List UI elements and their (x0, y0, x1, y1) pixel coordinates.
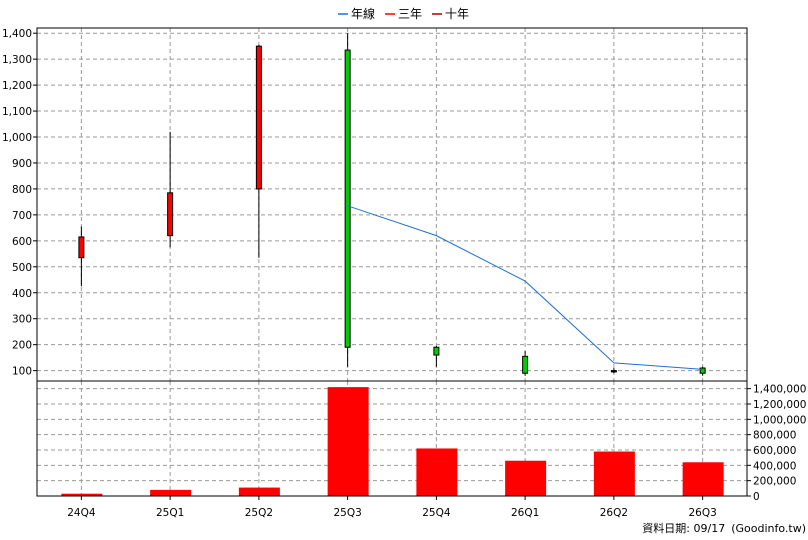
axes: 100 200 300 400 500 600 700 800 900 1,000 1,100 1,2… (2, 27, 806, 519)
legend-label-1: 三年 (398, 7, 422, 21)
volume-bar-2 (238, 487, 280, 496)
price-plot-border (36, 27, 748, 382)
volume-series (61, 387, 724, 496)
x-tick-label-5: 26Q1 (511, 507, 539, 519)
candle-5 (522, 351, 529, 376)
price-tick-label-3: 400 (12, 288, 32, 300)
price-tick-label-6: 700 (12, 210, 32, 222)
volume-plot-border (36, 380, 748, 497)
price-tick-label-7: 800 (12, 184, 32, 196)
candle-6 (610, 368, 617, 374)
legend: 年線 三年 十年 (338, 6, 469, 21)
candle-body-0 (78, 236, 85, 259)
price-tick-label-5: 600 (12, 236, 32, 248)
volume-bar-0 (61, 493, 103, 496)
volume-tick-label-4: 800,000 (753, 430, 796, 442)
price-tick-label-0: 100 (12, 366, 32, 378)
price-tick-label-2: 300 (12, 314, 32, 326)
legend-label-0: 年線 (351, 6, 375, 21)
volume-tick-label-6: 1,200,000 (753, 399, 806, 411)
x-tick-label-4: 25Q4 (422, 507, 451, 519)
volume-bar-3 (327, 387, 369, 496)
candle-body-3 (344, 49, 351, 348)
volume-bar-1 (150, 489, 192, 496)
candlestick-series (78, 33, 706, 376)
candle-7 (699, 366, 706, 376)
price-tick-label-11: 1,200 (2, 80, 32, 92)
volume-bar-5 (505, 460, 547, 496)
candle-body-6 (610, 370, 617, 373)
footer-date: 資料日期: 09/17 (Goodinfo.tw) (642, 521, 806, 535)
candle-body-7 (699, 367, 706, 374)
candle-body-5 (522, 355, 529, 374)
candle-3 (344, 33, 351, 367)
volume-tick-label-3: 600,000 (753, 445, 796, 457)
candle-4 (433, 345, 440, 367)
x-tick-label-7: 26Q3 (688, 507, 716, 519)
price-tick-label-10: 1,100 (2, 106, 32, 118)
x-tick-label-0: 24Q4 (67, 507, 96, 519)
x-tick-label-1: 25Q1 (156, 507, 184, 519)
price-tick-label-8: 900 (12, 158, 32, 170)
candle-body-2 (255, 45, 262, 190)
volume-tick-label-2: 400,000 (753, 460, 796, 472)
volume-bar-7 (682, 462, 724, 496)
candle-0 (78, 226, 85, 287)
footer-date-label: 資料日期: 09/17 (642, 521, 725, 535)
annual-line-series (347, 205, 703, 370)
x-tick-label-3: 25Q3 (333, 507, 361, 519)
volume-bar-6 (593, 451, 635, 496)
footer-source: (Goodinfo.tw) (731, 522, 806, 535)
volume-grid (37, 381, 747, 496)
candle-1 (167, 131, 174, 248)
x-tick-label-6: 26Q2 (600, 507, 628, 519)
price-tick-label-12: 1,300 (2, 54, 32, 66)
price-grid (37, 28, 747, 381)
volume-tick-label-7: 1,400,000 (753, 384, 806, 396)
price-tick-label-9: 1,000 (2, 132, 32, 144)
x-tick-label-2: 25Q2 (245, 507, 273, 519)
price-tick-label-13: 1,400 (2, 28, 32, 40)
price-tick-label-1: 200 (12, 340, 32, 352)
candle-body-4 (433, 346, 440, 356)
volume-tick-label-1: 200,000 (753, 476, 796, 488)
volume-tick-label-0: 0 (753, 491, 760, 503)
price-tick-label-4: 500 (12, 262, 32, 274)
candle-2 (255, 44, 262, 258)
volume-tick-label-5: 1,000,000 (753, 414, 806, 426)
annual-line (347, 205, 703, 370)
legend-label-2: 十年 (445, 7, 469, 21)
candle-body-1 (167, 192, 174, 237)
volume-bar-4 (416, 448, 458, 496)
